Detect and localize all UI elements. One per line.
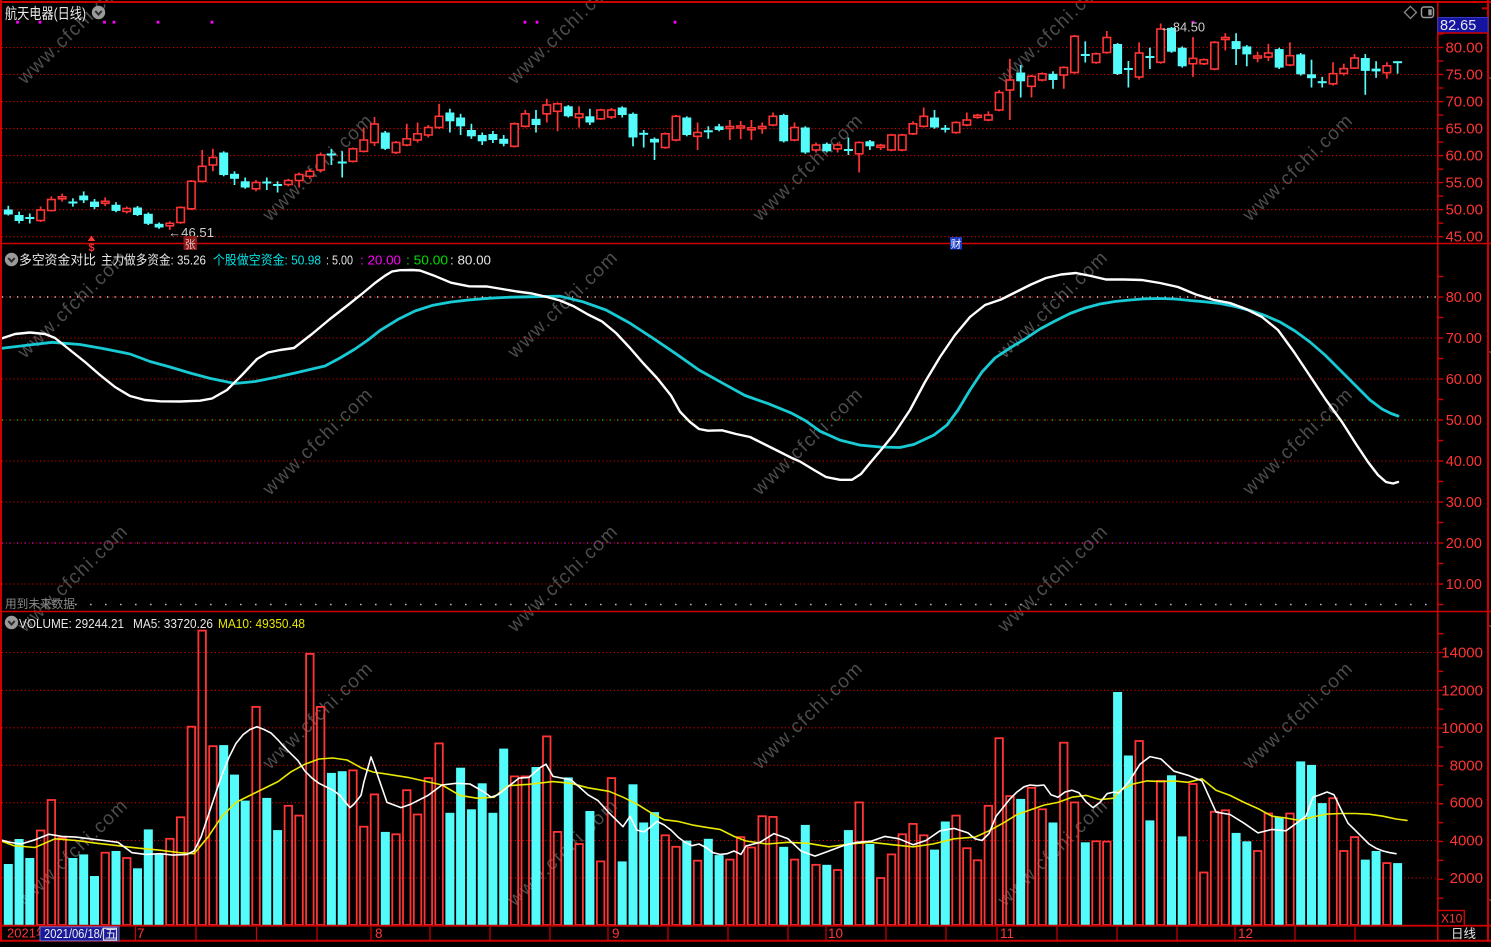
svg-text:MA5: 33720.26: MA5: 33720.26 bbox=[133, 616, 213, 631]
svg-text:4000: 4000 bbox=[1450, 833, 1483, 850]
svg-text:80.00: 80.00 bbox=[1446, 290, 1482, 306]
svg-text:80.00: 80.00 bbox=[1445, 40, 1483, 57]
svg-text:45.00: 45.00 bbox=[1445, 229, 1483, 246]
svg-text:: 50.00: : 50.00 bbox=[406, 253, 448, 268]
svg-text:6000: 6000 bbox=[1450, 795, 1483, 812]
svg-text:14000: 14000 bbox=[1441, 645, 1483, 662]
svg-text:30.00: 30.00 bbox=[1446, 495, 1482, 511]
svg-text:用到未来数据: 用到未来数据 bbox=[5, 596, 75, 611]
svg-text:张: 张 bbox=[185, 238, 196, 251]
svg-text:财: 财 bbox=[951, 238, 962, 251]
svg-text:多空资金对比: 多空资金对比 bbox=[19, 253, 96, 268]
svg-text:11: 11 bbox=[1000, 926, 1014, 941]
svg-text:8000: 8000 bbox=[1450, 757, 1483, 774]
svg-text:←46.51: ←46.51 bbox=[168, 226, 214, 240]
svg-text:50.00: 50.00 bbox=[1446, 413, 1482, 429]
svg-text:X10: X10 bbox=[1441, 912, 1463, 926]
svg-text:MA10: 49350.48: MA10: 49350.48 bbox=[218, 616, 305, 631]
svg-text:82.65: 82.65 bbox=[1440, 18, 1476, 34]
svg-text:2021/06/18/: 2021/06/18/ bbox=[44, 927, 103, 941]
svg-text:: 80.00: : 80.00 bbox=[450, 253, 491, 268]
svg-text:主力做多资金: 35.26: 主力做多资金: 35.26 bbox=[101, 253, 206, 268]
svg-text:70.00: 70.00 bbox=[1446, 331, 1482, 347]
svg-text:9: 9 bbox=[612, 926, 620, 941]
svg-text:75.00: 75.00 bbox=[1445, 67, 1483, 84]
svg-text:12: 12 bbox=[1238, 926, 1253, 941]
svg-text:60.00: 60.00 bbox=[1445, 148, 1483, 165]
svg-text:10000: 10000 bbox=[1441, 720, 1483, 737]
svg-text:五: 五 bbox=[105, 927, 117, 941]
svg-text:8: 8 bbox=[375, 926, 383, 941]
svg-text:$: $ bbox=[88, 242, 94, 254]
svg-text:日线: 日线 bbox=[1451, 927, 1476, 941]
svg-text:←84.50: ←84.50 bbox=[1160, 21, 1205, 35]
svg-text:2021年: 2021年 bbox=[7, 926, 49, 941]
svg-text:55.00: 55.00 bbox=[1445, 175, 1483, 192]
svg-text:65.00: 65.00 bbox=[1445, 121, 1483, 138]
svg-text:20.00: 20.00 bbox=[1446, 536, 1482, 552]
svg-text:10.00: 10.00 bbox=[1446, 577, 1482, 593]
svg-text:70.00: 70.00 bbox=[1445, 94, 1483, 111]
svg-text:50.00: 50.00 bbox=[1445, 202, 1483, 219]
svg-text:10: 10 bbox=[828, 926, 843, 941]
svg-text:12000: 12000 bbox=[1441, 682, 1483, 699]
svg-text:: 5.00: : 5.00 bbox=[326, 253, 353, 268]
svg-text:60.00: 60.00 bbox=[1446, 372, 1482, 388]
svg-text:40.00: 40.00 bbox=[1446, 454, 1482, 470]
svg-text:: 20.00: : 20.00 bbox=[360, 253, 401, 268]
svg-text:7: 7 bbox=[137, 926, 145, 941]
svg-text:个股做空资金: 50.98: 个股做空资金: 50.98 bbox=[213, 253, 321, 268]
svg-text:航天电器(日线): 航天电器(日线) bbox=[5, 6, 86, 23]
svg-text:VOLUME: 29244.21: VOLUME: 29244.21 bbox=[19, 616, 124, 631]
svg-text:2000: 2000 bbox=[1450, 870, 1483, 887]
